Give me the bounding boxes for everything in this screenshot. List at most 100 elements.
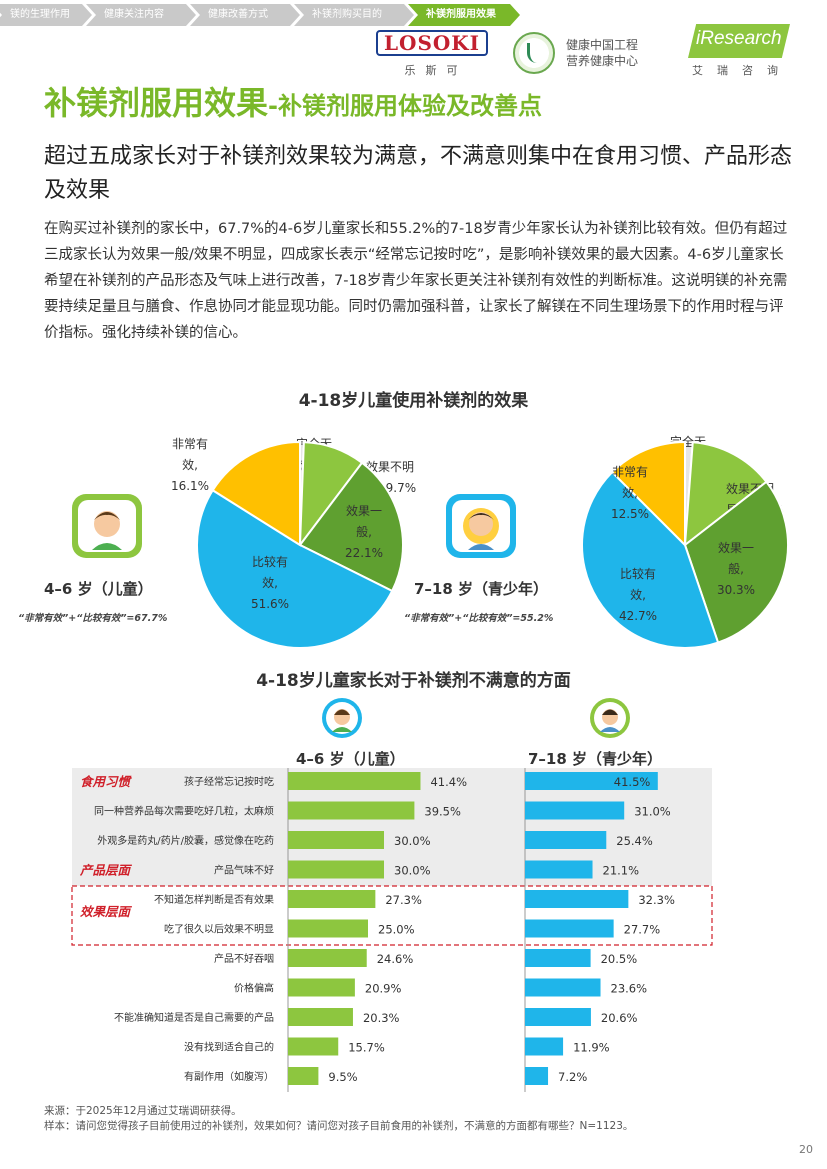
- footer-source: 来源：于2025年12月通过艾瑞调研获得。: [44, 1105, 242, 1117]
- bar-teen: [525, 919, 614, 938]
- bar-child: [288, 919, 368, 938]
- bar-teen: [525, 949, 591, 967]
- bar-child-value: 25.0%: [378, 923, 415, 937]
- bar-teen-value: 20.6%: [601, 1011, 638, 1025]
- footer-sample: 样本：请问您觉得孩子目前使用过的补镁剂，效果如何？请问您对孩子目前食用的补镁剂，…: [44, 1120, 634, 1132]
- health-center-name: 健康中国工程 营养健康中心: [566, 38, 639, 68]
- bar-child: [288, 801, 415, 820]
- bar-child: [288, 890, 376, 908]
- bar-teen-value: 27.7%: [624, 923, 661, 937]
- bar-child: [288, 860, 384, 879]
- teen-group-note: “非常有效”+“比较有效”=55.2%: [404, 613, 554, 624]
- iresearch-logo-text: iResearch: [696, 28, 782, 49]
- bar-child-header: 4–6 岁（儿童）: [296, 750, 405, 768]
- bar-teen-header: 7–18 岁（青少年）: [528, 750, 663, 768]
- page-number: 20: [799, 1143, 813, 1156]
- pie-label-very: 非常有效, 12.5%: [611, 465, 649, 521]
- bar-teen: [525, 890, 629, 908]
- breadcrumb-item-purchase-purpose[interactable]: 补镁剂购买目的: [294, 4, 414, 26]
- losoki-logo-cn: 乐斯可: [404, 64, 468, 77]
- bar-teen-value: 41.5%: [614, 775, 651, 789]
- breadcrumb: 镁的生理作用 健康关注内容 健康改善方式 补镁剂购买目的 补镁剂服用效果: [0, 0, 520, 28]
- bar-category-label: 外观多是药丸/药片/胶囊，感觉像在吃药: [97, 834, 274, 847]
- bar-teen: [525, 1037, 564, 1056]
- bar-child-value: 20.9%: [365, 982, 402, 996]
- bar-child: [288, 978, 355, 997]
- bar-teen: [525, 831, 607, 849]
- bar-category-label: 孩子经常忘记按时吃: [184, 775, 274, 788]
- bar-teen: [525, 860, 593, 879]
- pie-slice-fairly: [196, 488, 394, 649]
- bar-teen: [525, 978, 601, 997]
- pie-label-fairly: 比较有效, 51.6%: [251, 554, 289, 611]
- bar-teen: [525, 1008, 591, 1026]
- pie-slice-very: [211, 440, 301, 547]
- pie-slice-average: [298, 461, 404, 593]
- breadcrumb-item-health-improve[interactable]: 健康改善方式: [190, 4, 300, 26]
- bar-child-value: 27.3%: [385, 893, 422, 907]
- bar-child: [288, 772, 421, 790]
- bar-category-label: 同一种营养品每次需要吃好几粒，太麻烦: [94, 805, 274, 818]
- group-label-1: 产品层面: [79, 863, 133, 878]
- pie-slice-fairly: [581, 470, 720, 649]
- bar-teen-value: 21.1%: [603, 864, 640, 878]
- bar-child: [288, 831, 384, 849]
- bar-child-value: 30.0%: [394, 834, 431, 848]
- bar-child: [288, 949, 367, 967]
- teen-avatar-icon: [446, 494, 516, 558]
- bar-teen-value: 20.5%: [601, 952, 638, 966]
- bar-teen-value: 32.3%: [638, 893, 675, 907]
- bar-teen: [525, 1067, 549, 1085]
- pie-label-average: 效果一般, 22.1%: [345, 503, 383, 560]
- bar-child: [288, 1067, 319, 1085]
- group-label-2: 效果层面: [80, 904, 133, 919]
- body-paragraph: 在购买过补镁剂的家长中，67.7%的4-6岁儿童家长和55.2%的7-18岁青少…: [44, 221, 788, 341]
- group-label-0: 食用习惯: [80, 774, 133, 789]
- bar-teen-value: 23.6%: [611, 982, 648, 996]
- pie-slice-very: [610, 440, 686, 548]
- bar-teen: [525, 801, 625, 820]
- losoki-logo: LOSOKI: [376, 30, 488, 56]
- bar-category-label: 吃了很久以后效果不明显: [164, 923, 274, 936]
- bar-category-label: 没有找到适合自己的: [184, 1041, 274, 1054]
- breadcrumb-item-mg-function[interactable]: 镁的生理作用: [0, 4, 92, 26]
- page-title: 补镁剂服用效果-补镁剂服用体验及改善点: [44, 84, 542, 122]
- bar-teen-value: 7.2%: [558, 1070, 587, 1084]
- effect-group-box: [71, 885, 713, 946]
- bar-teen-value: 11.9%: [573, 1041, 610, 1055]
- bar-teen-value: 25.4%: [616, 834, 653, 848]
- bar-child-value: 41.4%: [430, 775, 467, 789]
- bar-section-title: 4-18岁儿童家长对于补镁剂不满意的方面: [256, 671, 571, 691]
- bar-child: [288, 1037, 339, 1056]
- bar-category-label: 产品不好吞咽: [214, 952, 274, 965]
- breadcrumb-item-effect[interactable]: 补镁剂服用效果: [408, 4, 520, 26]
- child-small-avatar-icon: [322, 698, 362, 738]
- iresearch-logo: [688, 24, 790, 58]
- bar-child-value: 15.7%: [348, 1041, 385, 1055]
- bar-child-value: 20.3%: [363, 1011, 400, 1025]
- bar-child-value: 39.5%: [424, 805, 461, 819]
- pie-slice-average: [683, 480, 789, 644]
- iresearch-logo-cn: 艾瑞咨询: [692, 64, 792, 77]
- bar-teen-value: 31.0%: [634, 805, 671, 819]
- bar-category-label: 有副作用（如腹泻）: [184, 1070, 274, 1083]
- pie-slice-unclear: [683, 441, 768, 548]
- pie-label-fairly: 比较有效, 42.7%: [619, 566, 657, 623]
- bar-category-label: 产品气味不好: [214, 864, 274, 877]
- teen-group-title: 7–18 岁（青少年）: [414, 580, 549, 598]
- breadcrumb-item-health-focus[interactable]: 健康关注内容: [86, 4, 196, 26]
- headline: 超过五成家长对于补镁剂效果较为满意，不满意则集中在食用习惯、产品形态及效果: [44, 144, 793, 203]
- child-group-title: 4–6 岁（儿童）: [44, 580, 153, 598]
- pie-section-title: 4-18岁儿童使用补镁剂的效果: [298, 391, 529, 411]
- footer-notes: 来源：于2025年12月通过艾瑞调研获得。 样本：请问您觉得孩子目前使用过的补镁…: [44, 1104, 633, 1134]
- bar-child: [288, 1008, 353, 1026]
- teen-small-avatar-icon: [590, 698, 630, 738]
- pie-label-very: 非常有效, 16.1%: [171, 437, 209, 493]
- bar-category-label: 价格偏高: [234, 982, 274, 995]
- bar-child-value: 9.5%: [328, 1070, 357, 1084]
- health-center-seal-icon: [513, 32, 555, 74]
- bar-category-label: 不知道怎样判断是否有效果: [154, 893, 274, 906]
